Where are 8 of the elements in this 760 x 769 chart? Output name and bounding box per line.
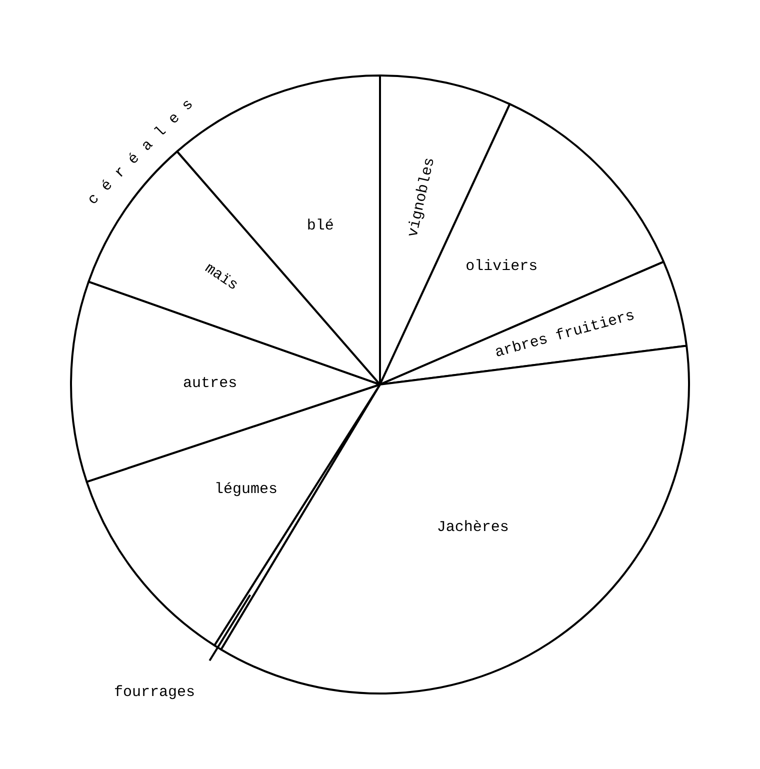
slice-label: autres <box>183 374 238 392</box>
slice-label: vignobles <box>404 156 439 239</box>
slice-label: légumes <box>214 481 278 498</box>
slice-label: fourrages <box>114 684 195 702</box>
slice-label: blé <box>306 217 334 234</box>
slice-label: Jachères <box>436 518 509 536</box>
slice-label: maïs <box>202 260 241 294</box>
slice-label: oliviers <box>466 258 538 275</box>
